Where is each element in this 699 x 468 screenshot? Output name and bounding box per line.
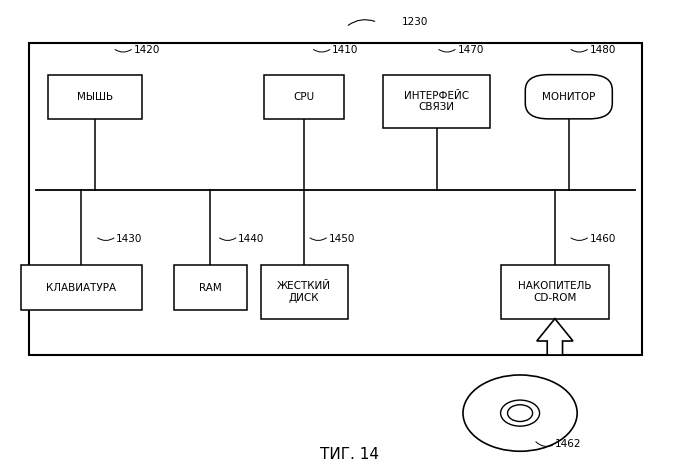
Bar	[48, 75, 143, 119]
Text: 1230: 1230	[402, 17, 428, 27]
FancyBboxPatch shape	[525, 75, 612, 119]
Text: МОНИТОР: МОНИТОР	[542, 92, 596, 102]
Polygon shape	[537, 319, 573, 355]
Bar	[20, 265, 143, 310]
Bar	[29, 43, 642, 355]
Text: ЖЕСТКИЙ
ДИСК: ЖЕСТКИЙ ДИСК	[278, 281, 331, 303]
Text: КЛАВИАТУРА: КЛАВИАТУРА	[46, 283, 117, 292]
Text: 1440: 1440	[238, 234, 264, 244]
Circle shape	[507, 405, 533, 422]
Text: 1460: 1460	[590, 234, 616, 244]
Bar	[264, 75, 345, 119]
Text: ΤИГ. 14: ΤИГ. 14	[320, 447, 379, 462]
Text: 1470: 1470	[457, 45, 484, 55]
Bar	[261, 265, 348, 319]
Text: CPU: CPU	[294, 92, 315, 102]
Bar	[501, 265, 609, 319]
Text: 1450: 1450	[329, 234, 355, 244]
Text: 1410: 1410	[332, 45, 359, 55]
Text: ИНТЕРФЕЙС
СВЯЗИ: ИНТЕРФЕЙС СВЯЗИ	[404, 91, 469, 112]
Text: 1480: 1480	[590, 45, 616, 55]
Bar	[174, 265, 247, 310]
Text: 1420: 1420	[134, 45, 160, 55]
Circle shape	[500, 400, 540, 426]
Text: 1430: 1430	[116, 234, 143, 244]
Text: RAM: RAM	[199, 283, 222, 292]
Text: МЫШЬ: МЫШЬ	[78, 92, 113, 102]
Circle shape	[463, 375, 577, 451]
Bar	[382, 75, 491, 128]
Text: 1462: 1462	[555, 439, 582, 449]
Text: НАКОПИТЕЛЬ
CD-ROM: НАКОПИТЕЛЬ CD-ROM	[518, 281, 591, 303]
